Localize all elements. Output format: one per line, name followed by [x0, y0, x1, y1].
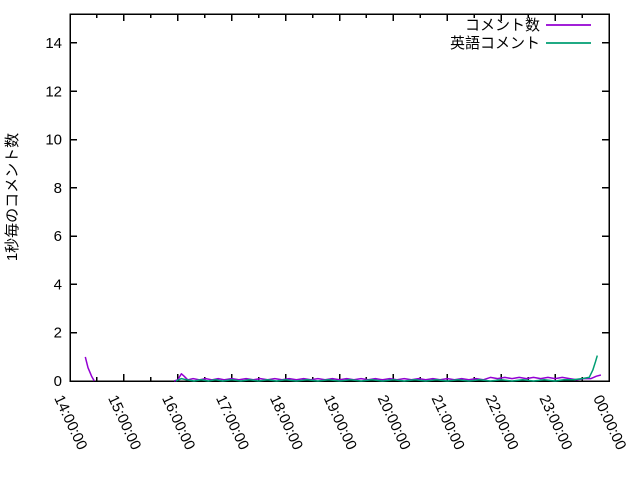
- y-tick-label: 4: [54, 276, 62, 293]
- y-tick-label: 6: [54, 228, 62, 245]
- x-tick-label: 17:00:00: [212, 393, 252, 453]
- legend: コメント数 英語コメント: [450, 17, 591, 52]
- data-series: [84, 355, 602, 382]
- y-tick-labels: 0 2 4 6 8 10 12 14: [45, 35, 62, 390]
- x-tick-labels: 14:00:00 15:00:00 16:00:00 17:00:00 18:00:00…: [50, 393, 629, 453]
- x-tick-label: 22:00:00: [482, 393, 522, 453]
- x-tick-label: 19:00:00: [320, 393, 360, 453]
- x-tick-label: 15:00:00: [104, 393, 144, 453]
- x-tick-label: 20:00:00: [374, 393, 414, 453]
- plot-border: [69, 13, 610, 382]
- x-tick-label: 00:00:00: [589, 393, 629, 453]
- y-axis-title: 1秒毎のコメント数: [4, 133, 21, 261]
- x-tick-label: 18:00:00: [266, 393, 306, 453]
- legend-label-english-comments: 英語コメント: [450, 34, 540, 52]
- y-tick-label: 10: [45, 132, 62, 149]
- series-line-0: [84, 356, 95, 382]
- x-tick-label: 16:00:00: [158, 393, 198, 453]
- x-tick-label: 23:00:00: [535, 393, 575, 453]
- axis-ticks: [69, 14, 610, 382]
- series-line-1: [175, 355, 599, 382]
- x-tick-label: 14:00:00: [50, 393, 90, 453]
- x-tick-label: 21:00:00: [428, 393, 468, 453]
- y-tick-label: 12: [45, 83, 62, 100]
- y-tick-label: 14: [45, 35, 62, 52]
- legend-label-comments: コメント数: [465, 17, 540, 34]
- y-tick-label: 8: [54, 180, 62, 197]
- series-line-0: [173, 373, 602, 382]
- y-tick-label: 0: [54, 373, 62, 390]
- y-tick-label: 2: [54, 325, 62, 342]
